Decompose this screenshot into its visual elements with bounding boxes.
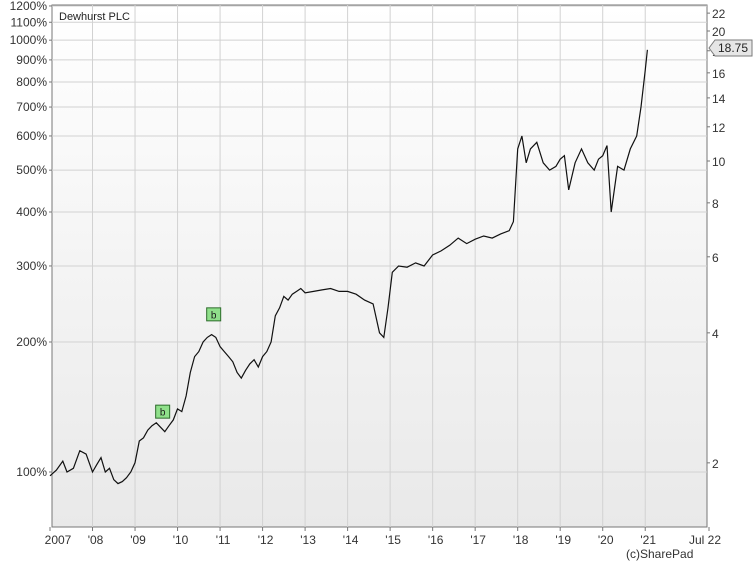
y-right-tick-label: 12 [712, 121, 726, 135]
last-price-tag: 18.75 [708, 39, 753, 57]
x-tick-label: Jul 22 [689, 533, 721, 547]
chart-title: Dewhurst PLC [59, 11, 130, 23]
y-axis-right: 246810121416182022 [707, 7, 726, 471]
x-tick-label: '16 [428, 533, 444, 547]
y-left-tick-label: 500% [16, 163, 47, 177]
y-left-tick-label: 300% [16, 259, 47, 273]
y-left-tick-label: 700% [16, 100, 47, 114]
x-tick-label: '21 [640, 533, 656, 547]
x-tick-label: '10 [173, 533, 189, 547]
y-left-tick-label: 200% [16, 335, 47, 349]
x-tick-label: '18 [513, 533, 529, 547]
x-axis: 2007 '08 '09 '10 '11 '12 '13 '14 '15 '16 '17 '18 '19… [45, 527, 721, 547]
y-right-tick-label: 16 [712, 67, 726, 81]
y-left-tick-label: 100% [16, 465, 47, 479]
x-tick-label: '13 [300, 533, 316, 547]
y-left-tick-label: 1000% [10, 33, 48, 47]
x-tick-label: '11 [216, 533, 231, 547]
copyright-text: (c)SharePad [626, 547, 693, 561]
x-tick-label: '12 [258, 533, 274, 547]
x-tick-label: '17 [470, 533, 486, 547]
buy-marker-box [155, 404, 171, 419]
x-tick-label: 2007 [45, 533, 72, 547]
y-left-tick-label: 1200% [10, 0, 48, 13]
price-series-line [49, 49, 648, 485]
y-left-tick-label: 800% [16, 75, 47, 89]
x-tick-label: '09 [130, 533, 146, 547]
buy-marker-label: b [160, 408, 166, 419]
buy-marker: b [155, 404, 171, 419]
y-left-tick-label: 900% [16, 53, 47, 67]
y-right-tick-label: 8 [712, 197, 719, 211]
y-right-tick-label: 2 [712, 457, 719, 471]
y-right-tick-label: 4 [712, 327, 719, 341]
y-right-tick-label: 14 [712, 92, 726, 106]
y-left-tick-label: 400% [16, 205, 47, 219]
x-tick-label: '20 [598, 533, 614, 547]
y-right-tick-label: 22 [712, 7, 726, 21]
y-right-tick-label: 10 [712, 155, 726, 169]
y-left-tick-label: 600% [16, 129, 47, 143]
x-tick-label: '14 [343, 533, 359, 547]
x-tick-label: '15 [385, 533, 401, 547]
last-price-tag-shape [708, 39, 753, 57]
grid [52, 5, 707, 527]
trade-markers: bb [155, 307, 222, 419]
buy-marker-label: b [211, 310, 217, 321]
y-left-tick-label: 1100% [11, 15, 48, 29]
buy-marker-box [206, 307, 222, 322]
x-tick-label: '08 [88, 533, 104, 547]
x-tick-label: '19 [555, 533, 571, 547]
buy-marker: b [206, 307, 222, 322]
y-right-tick-label: 6 [712, 251, 719, 265]
y-right-tick-label: 20 [712, 25, 726, 39]
last-price-value: 18.75 [718, 41, 748, 55]
y-axis-left: 100% 200% 300% 400% 500% 600% 700% 800% 900% 1000… [10, 0, 52, 479]
